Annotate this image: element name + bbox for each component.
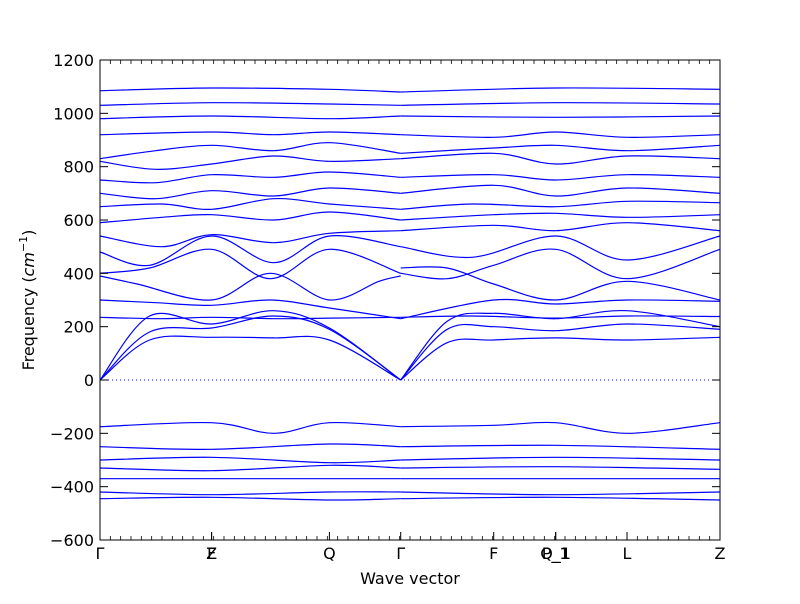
band-line-12: [400, 248, 721, 280]
band-line-20: [99, 197, 401, 210]
band-line-25: [400, 174, 721, 181]
x-tick-label: P_1: [542, 544, 570, 564]
y-tick-label: 0: [84, 371, 94, 390]
band-line-7: [400, 315, 721, 319]
band-line-45: [400, 466, 721, 470]
band-line-26: [99, 155, 401, 170]
y-tick-label: 400: [63, 264, 94, 283]
plot-frame: [99, 59, 721, 541]
band-line-49: [400, 491, 721, 496]
x-tick-label: Γ: [96, 544, 105, 563]
x-tick-label: Z: [206, 544, 217, 563]
band-line-1: [99, 315, 402, 381]
band-line-23: [400, 184, 721, 197]
band-line-36: [99, 87, 401, 93]
y-axis-label-exponent: −1: [17, 236, 30, 252]
x-tick-label: Q: [323, 544, 336, 563]
band-line-31: [400, 131, 721, 138]
x-axis-ticks: Γ ZF Q Γ F P_1Q_1 L Z: [96, 60, 726, 564]
band-line-50: [99, 496, 401, 501]
band-line-21: [400, 200, 721, 210]
band-line-3: [400, 336, 721, 381]
band-line-38: [99, 421, 401, 434]
y-axis-label: Frequency (cm−1): [17, 230, 38, 371]
band-line-34: [99, 102, 401, 106]
band-line-13: [400, 266, 721, 301]
band-line-39: [400, 421, 721, 434]
x-tick-label: F: [489, 544, 498, 563]
band-line-41: [400, 444, 721, 450]
band-line-0: [99, 335, 401, 381]
band-line-43: [400, 456, 721, 461]
band-line-27: [400, 152, 721, 165]
y-tick-label: 1000: [53, 104, 94, 123]
band-line-32: [99, 115, 401, 120]
x-tick-label: Z: [715, 544, 726, 563]
band-line-15: [400, 235, 721, 261]
band-line-40: [99, 443, 401, 450]
x-tick-label: Q_1: [540, 544, 571, 564]
y-axis-label-unit: cm: [19, 252, 38, 276]
y-tick-label: 1200: [53, 51, 94, 70]
band-line-17: [400, 222, 721, 232]
band-line-4: [400, 323, 721, 381]
band-line-30: [99, 131, 401, 136]
band-line-28: [99, 142, 401, 160]
band-line-37: [400, 87, 721, 93]
x-tick-label: L: [623, 544, 632, 563]
band-line-24: [99, 171, 401, 184]
band-line-42: [99, 456, 401, 464]
band-line-48: [99, 491, 401, 496]
band-line-29: [400, 144, 721, 154]
x-axis-label: Wave vector: [360, 569, 460, 588]
band-line-6: [99, 316, 401, 320]
y-tick-label: −200: [50, 424, 94, 443]
band-line-9: [400, 298, 721, 320]
x-tick-label: Γ: [396, 544, 405, 563]
x-tick-label: F: [207, 544, 216, 563]
band-line-14: [99, 234, 401, 267]
y-tick-label: −600: [50, 531, 94, 550]
band-line-19: [400, 212, 721, 221]
band-line-51: [400, 496, 721, 501]
band-line-10: [99, 272, 401, 301]
y-tick-label: 200: [63, 318, 94, 337]
y-axis-ticks: −600 −400 −200 0 200 400 600 800 1000 1200: [50, 51, 720, 550]
y-tick-label: 600: [63, 211, 94, 230]
band-line-35: [400, 102, 721, 106]
band-line-44: [99, 464, 401, 472]
band-line-33: [400, 115, 721, 118]
y-axis-label-text: Frequency (: [19, 276, 38, 370]
band-line-16: [99, 230, 401, 248]
y-tick-label: −400: [50, 478, 94, 497]
band-lines: [99, 87, 721, 501]
band-line-11: [99, 248, 401, 280]
y-axis-label-close: ): [19, 230, 38, 236]
y-tick-label: 800: [63, 158, 94, 177]
band-line-8: [99, 299, 401, 320]
band-line-22: [99, 187, 401, 200]
band-line-18: [99, 211, 401, 224]
